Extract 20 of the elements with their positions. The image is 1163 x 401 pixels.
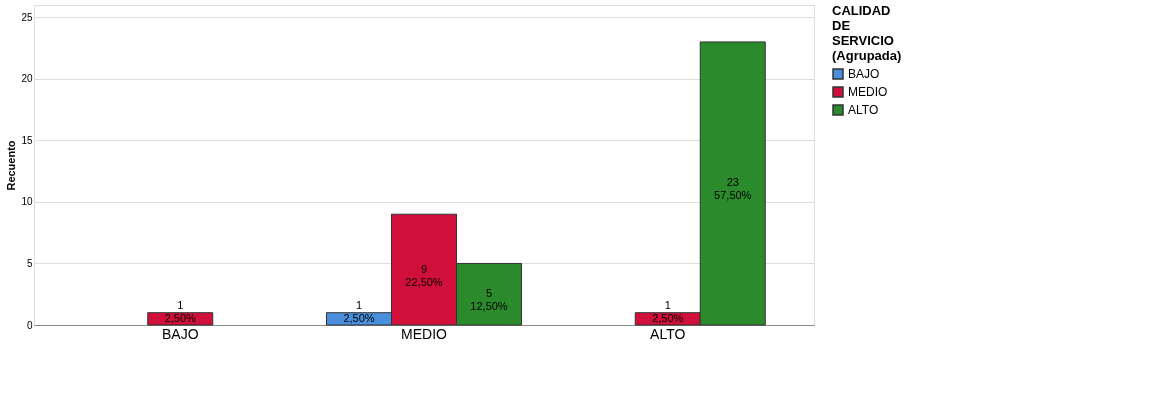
- data-label: 1 2,50%: [164, 298, 197, 324]
- data-label: 1 2,50%: [652, 298, 684, 324]
- x-tick-label: ALTO: [650, 325, 686, 342]
- data-label: 9 22,50%: [405, 262, 443, 288]
- data-label: 5 12,50%: [470, 287, 508, 313]
- y-tick-label: 20: [21, 73, 33, 85]
- legend-label: BAJO: [848, 67, 880, 81]
- legend-label: ALTO: [848, 103, 879, 117]
- y-tick-label: 15: [21, 134, 33, 146]
- data-label: 23 57,50%: [714, 176, 752, 202]
- y-tick-label: 10: [21, 196, 33, 208]
- y-tick-label: 0: [26, 319, 33, 331]
- y-axis-title: Recuento: [5, 140, 18, 191]
- data-label: 1 2,50%: [343, 298, 375, 324]
- x-tick-label: MEDIO: [401, 325, 448, 342]
- legend-label: MEDIO: [848, 85, 888, 99]
- y-tick-label: 25: [21, 11, 33, 23]
- y-tick-label: 5: [26, 257, 33, 269]
- legend-title: CALIDAD DE SERVICIO (Agrupada): [832, 3, 902, 63]
- x-tick-label: BAJO: [161, 325, 199, 342]
